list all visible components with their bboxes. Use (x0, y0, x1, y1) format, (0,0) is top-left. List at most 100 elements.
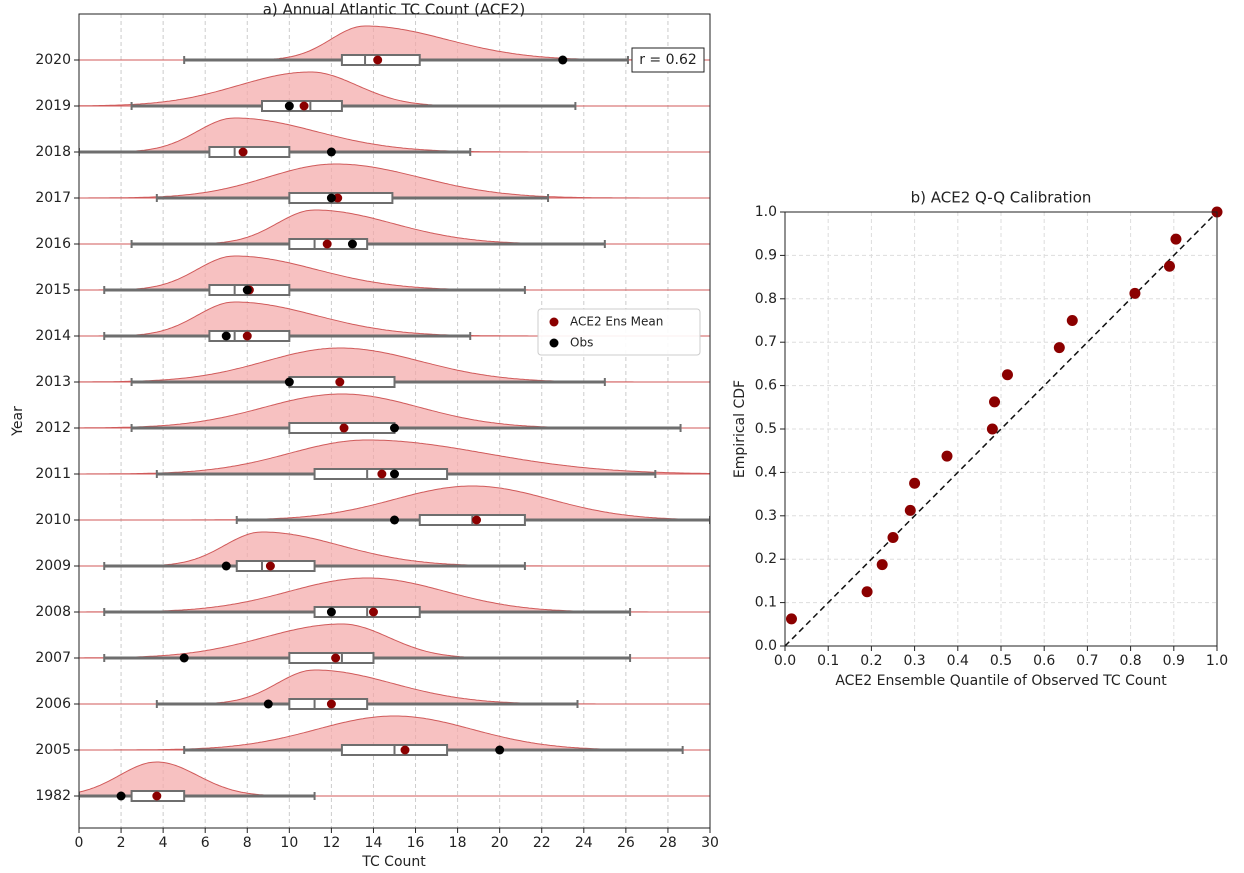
x-tick-label: 0.3 (903, 653, 925, 669)
point (116, 791, 126, 801)
x-tick-label: 14 (365, 835, 383, 851)
density (79, 163, 710, 199)
point (986, 423, 998, 435)
point (941, 450, 953, 462)
point (904, 504, 916, 516)
y-tick-label: 2018 (35, 144, 71, 160)
point (1066, 315, 1078, 326)
point (326, 699, 336, 709)
y-tick-label: 1982 (35, 788, 71, 804)
density (79, 117, 710, 153)
point (326, 193, 336, 203)
x-tick-label: 24 (575, 835, 593, 851)
density (79, 485, 710, 521)
x-tick-label: 20 (491, 835, 509, 851)
plot-area (79, 25, 710, 802)
y-tick-label: 0.9 (755, 247, 777, 263)
x-tick-label: 0.0 (774, 653, 796, 669)
x-tick-label: 10 (280, 835, 298, 851)
point (322, 239, 332, 249)
point (299, 101, 309, 111)
y-tick-label: 2016 (35, 236, 71, 252)
x-tick-label: 0.9 (1163, 653, 1185, 669)
x-tick-label: 0.7 (1076, 653, 1098, 669)
plot-frame (784, 211, 1218, 647)
point (242, 331, 252, 341)
density (79, 669, 710, 705)
x-tick-label: 26 (617, 835, 635, 851)
x-tick-label: 12 (322, 835, 340, 851)
x-tick-label: 18 (449, 835, 467, 851)
annotation: r = 0.62 (639, 52, 697, 68)
point (263, 699, 273, 709)
point (242, 285, 252, 295)
point (326, 147, 336, 157)
point (390, 515, 399, 525)
point (390, 469, 399, 479)
y-tick-label: 0.1 (755, 595, 777, 611)
y-tick-label: 0.2 (755, 551, 777, 567)
point (326, 607, 336, 617)
point (887, 532, 899, 543)
x-tick-label: 0.4 (947, 653, 969, 669)
x-tick-label: 0.1 (817, 653, 839, 669)
point (1053, 342, 1065, 354)
point (377, 469, 387, 479)
y-tick-label: 2020 (35, 52, 71, 68)
point (152, 791, 162, 801)
point (368, 607, 378, 617)
y-tick-label: 2017 (35, 190, 71, 206)
x-tick-label: 0.8 (1119, 653, 1141, 669)
y-tick-label: 2008 (35, 604, 71, 620)
point (221, 561, 231, 571)
point (400, 745, 410, 755)
y-tick-label: 2015 (35, 282, 71, 298)
y-tick-label: 0.8 (755, 291, 777, 307)
point (390, 423, 399, 433)
density (79, 71, 710, 107)
density (79, 531, 710, 567)
point (339, 423, 349, 433)
y-axis-label: Empirical CDF (732, 380, 748, 478)
point (1163, 260, 1175, 272)
y-axis-label: Year (10, 406, 26, 437)
legend-marker (549, 317, 559, 327)
point (1170, 233, 1182, 245)
y-tick-label: 2019 (35, 98, 71, 114)
x-tick-label: 0 (75, 835, 84, 851)
y-tick-label: 2005 (35, 742, 71, 758)
x-tick-label: 28 (659, 835, 677, 851)
point (909, 477, 921, 489)
x-tick-label: 2 (117, 835, 126, 851)
y-tick-label: 2011 (35, 466, 71, 482)
y-tick-label: 0.6 (755, 378, 777, 394)
x-tick-label: 16 (407, 835, 425, 851)
legend-box (537, 308, 701, 356)
box (235, 560, 316, 572)
point (284, 101, 294, 111)
point (861, 586, 873, 598)
point (221, 331, 231, 341)
legend-label: Obs (570, 336, 593, 350)
y-tick-label: 2006 (35, 696, 71, 712)
x-tick-label: 0.5 (990, 653, 1012, 669)
box (208, 146, 291, 158)
legend-marker (549, 338, 559, 348)
x-tick-label: 6 (201, 835, 210, 851)
point (335, 377, 345, 387)
y-tick-label: 2012 (35, 420, 71, 436)
reference-line (784, 211, 1218, 647)
point (238, 147, 248, 157)
y-tick-label: 0.0 (755, 638, 777, 654)
x-tick-label: 4 (159, 835, 168, 851)
x-tick-label: 22 (533, 835, 551, 851)
point (989, 396, 1001, 408)
y-tick-label: 1.0 (755, 204, 777, 220)
point (331, 653, 341, 663)
density (79, 209, 710, 245)
x-axis-label: TC Count (361, 854, 426, 870)
y-tick-label: 2013 (35, 374, 71, 390)
y-tick-label: 2014 (35, 328, 71, 344)
point (876, 559, 888, 571)
